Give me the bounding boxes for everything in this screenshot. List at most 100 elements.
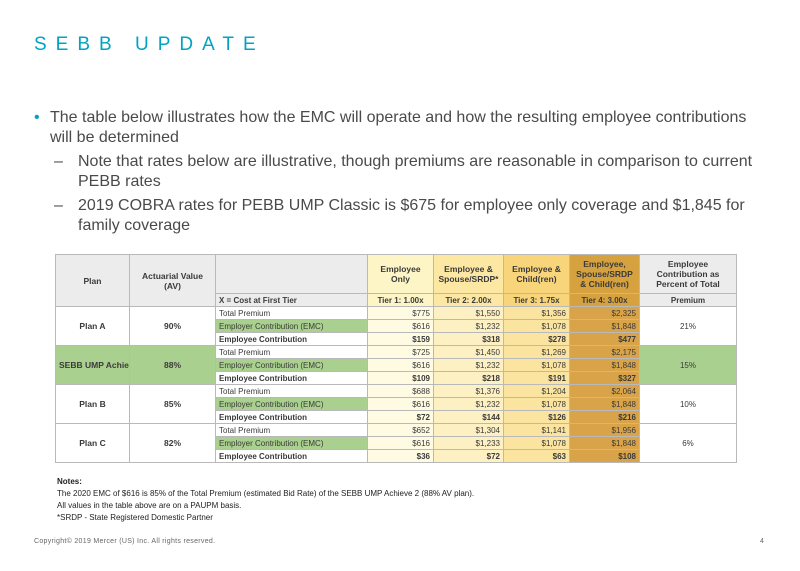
row-label: Total Premium <box>215 384 368 398</box>
cell-tier-1: $72 <box>367 410 434 424</box>
header-contribution-percent: Employee Contribution as Percent of Tota… <box>639 254 737 294</box>
header-employee-only: Employee Only <box>367 254 434 294</box>
plan-name: Plan C <box>55 423 130 463</box>
cell-tier-2: $1,232 <box>433 358 504 372</box>
table-row: Plan C 82% Total Premium $652 $1,304 $1,… <box>55 423 737 463</box>
cell-tier-4: $2,325 <box>569 306 640 320</box>
cell-tier-3: $1,204 <box>503 384 570 398</box>
notes-line: All values in the table above are on a P… <box>57 501 242 510</box>
subheader-label: X = Cost at First Tier <box>215 293 368 307</box>
cell-tier-3: $191 <box>503 371 570 385</box>
cell-tier-3: $1,078 <box>503 319 570 333</box>
cell-tier-1: $616 <box>367 319 434 333</box>
cell-tier-3: $1,078 <box>503 397 570 411</box>
header-plan: Plan <box>55 254 130 307</box>
cell-tier-2: $144 <box>433 410 504 424</box>
cell-tier-1: $109 <box>367 371 434 385</box>
row-label: Total Premium <box>215 423 368 437</box>
plan-name: Plan B <box>55 384 130 424</box>
bullet-main: • The table below illustrates how the EM… <box>34 108 754 148</box>
cell-tier-2: $72 <box>433 449 504 463</box>
plan-name: Plan A <box>55 306 130 346</box>
cell-tier-4: $1,956 <box>569 423 640 437</box>
cell-tier-1: $616 <box>367 358 434 372</box>
bullet-sub-1: – Note that rates below are illustrative… <box>54 152 754 192</box>
notes-title: Notes: <box>57 477 82 486</box>
dash-icon: – <box>54 153 63 170</box>
subheader-tier-1: Tier 1: 1.00x <box>367 293 434 307</box>
cell-tier-1: $725 <box>367 345 434 359</box>
cell-tier-1: $616 <box>367 436 434 450</box>
plan-av: 90% <box>129 306 216 346</box>
cell-tier-4: $327 <box>569 371 640 385</box>
bullet-dot-icon: • <box>34 109 40 126</box>
cell-tier-4: $477 <box>569 332 640 346</box>
cell-tier-1: $688 <box>367 384 434 398</box>
row-label: Employer Contribution (EMC) <box>215 358 368 372</box>
plan-contribution-percent: 6% <box>639 423 737 463</box>
row-label: Total Premium <box>215 306 368 320</box>
cell-tier-1: $616 <box>367 397 434 411</box>
row-label: Employer Contribution (EMC) <box>215 319 368 333</box>
cell-tier-4: $1,848 <box>569 358 640 372</box>
cell-tier-3: $1,078 <box>503 436 570 450</box>
table-row: Plan A 90% Total Premium $775 $1,550 $1,… <box>55 306 737 346</box>
subheader-premium: Premium <box>639 293 737 307</box>
cell-tier-4: $1,848 <box>569 319 640 333</box>
cell-tier-4: $2,064 <box>569 384 640 398</box>
subheader-tier-3: Tier 3: 1.75x <box>503 293 570 307</box>
cell-tier-3: $1,141 <box>503 423 570 437</box>
row-label: Employer Contribution (EMC) <box>215 436 368 450</box>
cell-tier-4: $2,175 <box>569 345 640 359</box>
copyright-footer: Copyright© 2019 Mercer (US) Inc. All rig… <box>34 538 216 545</box>
cell-tier-2: $218 <box>433 371 504 385</box>
header-av: Actuarial Value (AV) <box>129 254 216 307</box>
table-row: SEBB UMP Achieve 2 88% Total Premium $72… <box>55 345 737 385</box>
table-row: Employer Contribution (EMC) $616 $1,232 … <box>56 358 737 372</box>
table-row: Employer Contribution (EMC) $616 $1,232 … <box>56 397 737 411</box>
plan-contribution-percent: 15% <box>639 345 737 385</box>
plan-contribution-percent: 21% <box>639 306 737 346</box>
row-label: Employee Contribution <box>215 371 368 385</box>
cell-tier-3: $1,269 <box>503 345 570 359</box>
cell-tier-4: $216 <box>569 410 640 424</box>
notes-line: The 2020 EMC of $616 is 85% of the Total… <box>57 489 475 498</box>
contribution-table-wrapper: Plan Actuarial Value (AV) Employee Only … <box>55 254 737 463</box>
cell-tier-2: $1,233 <box>433 436 504 450</box>
row-label: Employer Contribution (EMC) <box>215 397 368 411</box>
cell-tier-2: $1,304 <box>433 423 504 437</box>
plan-av: 85% <box>129 384 216 424</box>
header-blank <box>215 254 368 294</box>
cell-tier-3: $126 <box>503 410 570 424</box>
table-header-row: Plan Actuarial Value (AV) Employee Only … <box>55 254 737 307</box>
cell-tier-2: $1,376 <box>433 384 504 398</box>
bullet-sub-2-text: 2019 COBRA rates for PEBB UMP Classic is… <box>78 197 745 234</box>
notes-section: Notes: The 2020 EMC of $616 is 85% of th… <box>57 476 474 524</box>
cell-tier-1: $652 <box>367 423 434 437</box>
cell-tier-4: $1,848 <box>569 397 640 411</box>
row-label: Employee Contribution <box>215 332 368 346</box>
cell-tier-3: $1,078 <box>503 358 570 372</box>
plan-av: 88% <box>129 345 216 385</box>
row-label: Total Premium <box>215 345 368 359</box>
subheader-tier-2: Tier 2: 2.00x <box>433 293 504 307</box>
cell-tier-1: $36 <box>367 449 434 463</box>
cell-tier-4: $1,848 <box>569 436 640 450</box>
cell-tier-4: $108 <box>569 449 640 463</box>
table-row: Employee Contribution $159 $318 $278 $47… <box>56 332 737 346</box>
page-number: 4 <box>760 538 764 545</box>
cell-tier-2: $1,232 <box>433 397 504 411</box>
subheader-tier-4: Tier 4: 3.00x <box>569 293 640 307</box>
cell-tier-2: $1,232 <box>433 319 504 333</box>
bullet-sub-1-text: Note that rates below are illustrative, … <box>78 153 753 190</box>
cell-tier-3: $63 <box>503 449 570 463</box>
bullet-main-text: The table below illustrates how the EMC … <box>50 109 747 146</box>
bullet-list: • The table below illustrates how the EM… <box>34 108 754 236</box>
header-family: Employee, Spouse/SRDP & Child(ren) <box>569 254 640 294</box>
table-row: Employer Contribution (EMC) $616 $1,232 … <box>56 319 737 333</box>
cell-tier-3: $1,356 <box>503 306 570 320</box>
cell-tier-1: $775 <box>367 306 434 320</box>
notes-line: *SRDP - State Registered Domestic Partne… <box>57 513 213 522</box>
cell-tier-2: $318 <box>433 332 504 346</box>
plan-name: SEBB UMP Achieve 2 <box>55 345 130 385</box>
